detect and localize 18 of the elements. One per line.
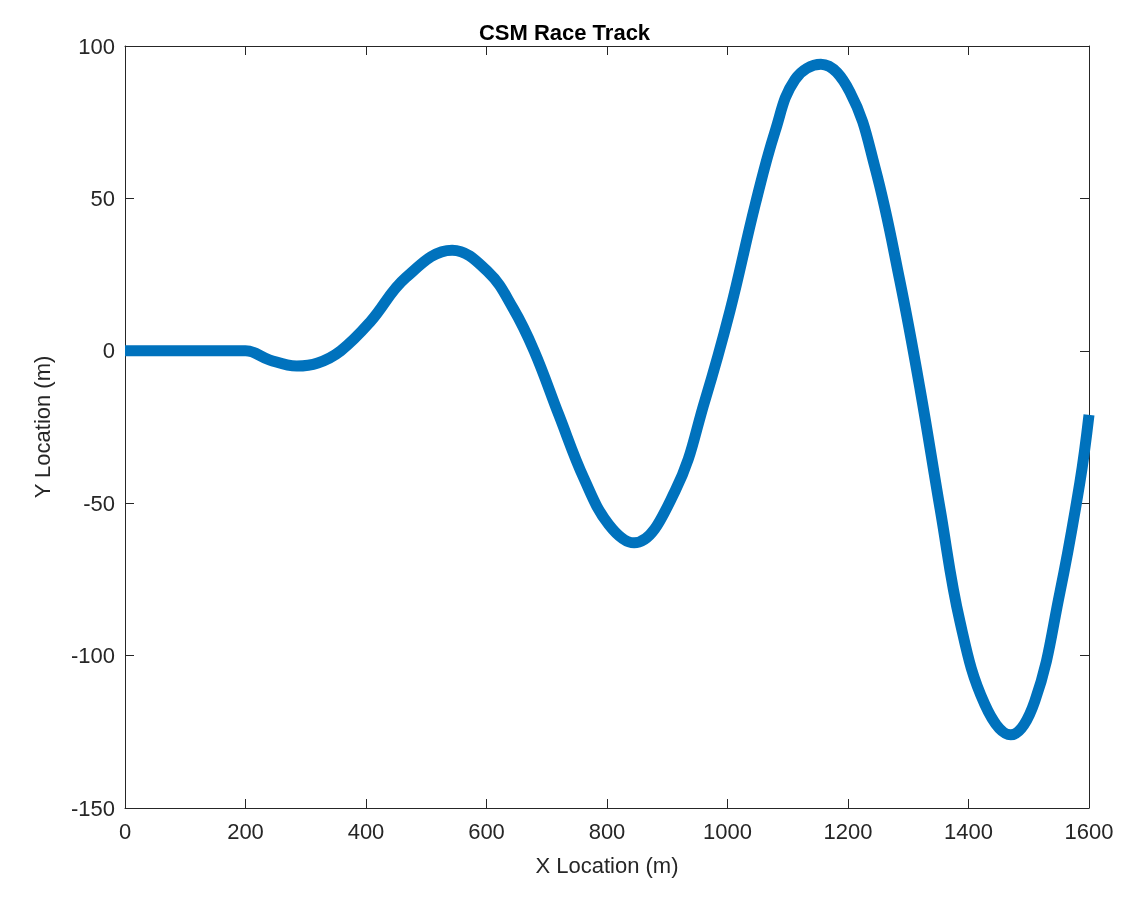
y-tick-label: -100 xyxy=(70,643,115,669)
y-tick-label: 0 xyxy=(102,338,115,364)
x-tick-label: 1200 xyxy=(823,818,873,844)
y-tick-label: -50 xyxy=(83,490,115,516)
y-tick-label: -150 xyxy=(70,795,115,821)
x-tick-label: 200 xyxy=(227,818,264,844)
y-tick-label: 100 xyxy=(78,33,115,59)
x-tick-label: 0 xyxy=(118,818,132,844)
x-tick-label: 1400 xyxy=(944,818,993,844)
x-tick-label: 600 xyxy=(468,818,505,844)
y-tick-label: 50 xyxy=(90,185,115,211)
y-axis-title: Y Location (m) xyxy=(29,355,55,499)
x-tick-label: 800 xyxy=(588,818,626,844)
chart-title: CSM Race Track xyxy=(478,19,651,45)
x-tick-label: 1000 xyxy=(703,818,752,844)
x-axis-title: X Location (m) xyxy=(535,852,679,878)
x-tick-label: 400 xyxy=(347,818,385,844)
x-tick-label: 1600 xyxy=(1064,818,1114,844)
